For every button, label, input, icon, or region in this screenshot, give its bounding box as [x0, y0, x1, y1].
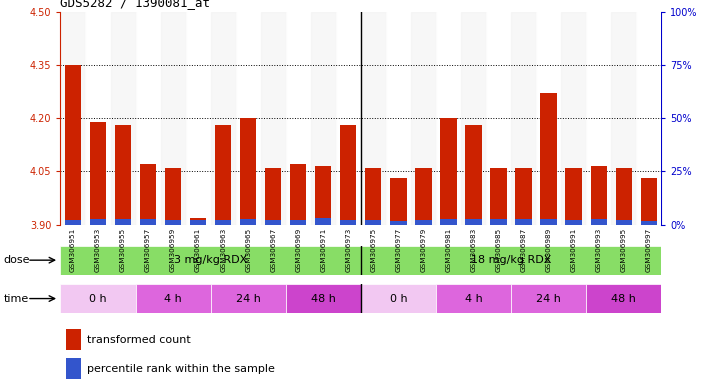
Text: transformed count: transformed count: [87, 335, 191, 345]
Bar: [60, 284, 136, 313]
Bar: [65, 220, 81, 225]
Text: time: time: [4, 293, 29, 304]
Bar: [66, 329, 82, 350]
Bar: [165, 220, 181, 225]
Text: 24 h: 24 h: [236, 293, 261, 304]
Bar: [561, 12, 586, 225]
Bar: [286, 284, 360, 313]
Bar: [465, 125, 481, 225]
Bar: [90, 219, 106, 225]
Bar: [290, 164, 306, 225]
Text: 4 h: 4 h: [464, 293, 482, 304]
Bar: [66, 358, 82, 379]
Bar: [415, 168, 432, 225]
Bar: [136, 284, 210, 313]
Bar: [586, 284, 661, 313]
Bar: [136, 12, 161, 225]
Bar: [360, 246, 661, 275]
Bar: [210, 284, 286, 313]
Bar: [65, 65, 81, 225]
Bar: [210, 12, 235, 225]
Bar: [165, 168, 181, 225]
Bar: [436, 12, 461, 225]
Text: 18 mg/kg RDX: 18 mg/kg RDX: [471, 255, 551, 265]
Bar: [215, 125, 231, 225]
Bar: [536, 12, 561, 225]
Bar: [461, 12, 486, 225]
Bar: [240, 219, 257, 225]
Bar: [616, 220, 632, 225]
Bar: [511, 284, 586, 313]
Bar: [486, 12, 511, 225]
Bar: [161, 12, 186, 225]
Bar: [340, 220, 356, 225]
Text: 3 mg/kg RDX: 3 mg/kg RDX: [174, 255, 247, 265]
Bar: [565, 168, 582, 225]
Bar: [465, 219, 481, 225]
Bar: [491, 168, 507, 225]
Text: 0 h: 0 h: [89, 293, 107, 304]
Bar: [290, 220, 306, 225]
Bar: [611, 12, 636, 225]
Bar: [365, 168, 382, 225]
Bar: [565, 220, 582, 225]
Bar: [515, 168, 532, 225]
Bar: [265, 168, 282, 225]
Bar: [60, 246, 360, 275]
Bar: [315, 166, 331, 225]
Bar: [286, 12, 311, 225]
Bar: [636, 12, 661, 225]
Bar: [240, 118, 257, 225]
Bar: [540, 93, 557, 225]
Bar: [140, 219, 156, 225]
Bar: [340, 125, 356, 225]
Bar: [390, 179, 407, 225]
Bar: [586, 12, 611, 225]
Bar: [115, 125, 131, 225]
Bar: [390, 221, 407, 225]
Bar: [315, 218, 331, 225]
Bar: [90, 122, 106, 225]
Bar: [365, 220, 382, 225]
Bar: [360, 284, 436, 313]
Bar: [491, 219, 507, 225]
Bar: [215, 220, 231, 225]
Bar: [591, 219, 606, 225]
Bar: [411, 12, 436, 225]
Bar: [186, 12, 210, 225]
Text: 48 h: 48 h: [611, 293, 636, 304]
Bar: [140, 164, 156, 225]
Text: 4 h: 4 h: [164, 293, 182, 304]
Bar: [641, 221, 657, 225]
Bar: [440, 118, 456, 225]
Bar: [336, 12, 360, 225]
Bar: [235, 12, 261, 225]
Bar: [616, 168, 632, 225]
Bar: [60, 12, 85, 225]
Bar: [190, 220, 206, 225]
Bar: [511, 12, 536, 225]
Bar: [540, 219, 557, 225]
Text: 0 h: 0 h: [390, 293, 407, 304]
Bar: [436, 284, 511, 313]
Bar: [85, 12, 110, 225]
Bar: [440, 219, 456, 225]
Bar: [515, 219, 532, 225]
Bar: [415, 220, 432, 225]
Bar: [110, 12, 136, 225]
Bar: [261, 12, 286, 225]
Bar: [641, 179, 657, 225]
Bar: [360, 12, 386, 225]
Bar: [591, 166, 606, 225]
Text: GDS5282 / 1390081_at: GDS5282 / 1390081_at: [60, 0, 210, 9]
Bar: [311, 12, 336, 225]
Bar: [115, 219, 131, 225]
Text: dose: dose: [4, 255, 30, 265]
Text: 24 h: 24 h: [536, 293, 561, 304]
Text: percentile rank within the sample: percentile rank within the sample: [87, 364, 275, 374]
Bar: [190, 217, 206, 225]
Bar: [386, 12, 411, 225]
Bar: [265, 220, 282, 225]
Text: 48 h: 48 h: [311, 293, 336, 304]
